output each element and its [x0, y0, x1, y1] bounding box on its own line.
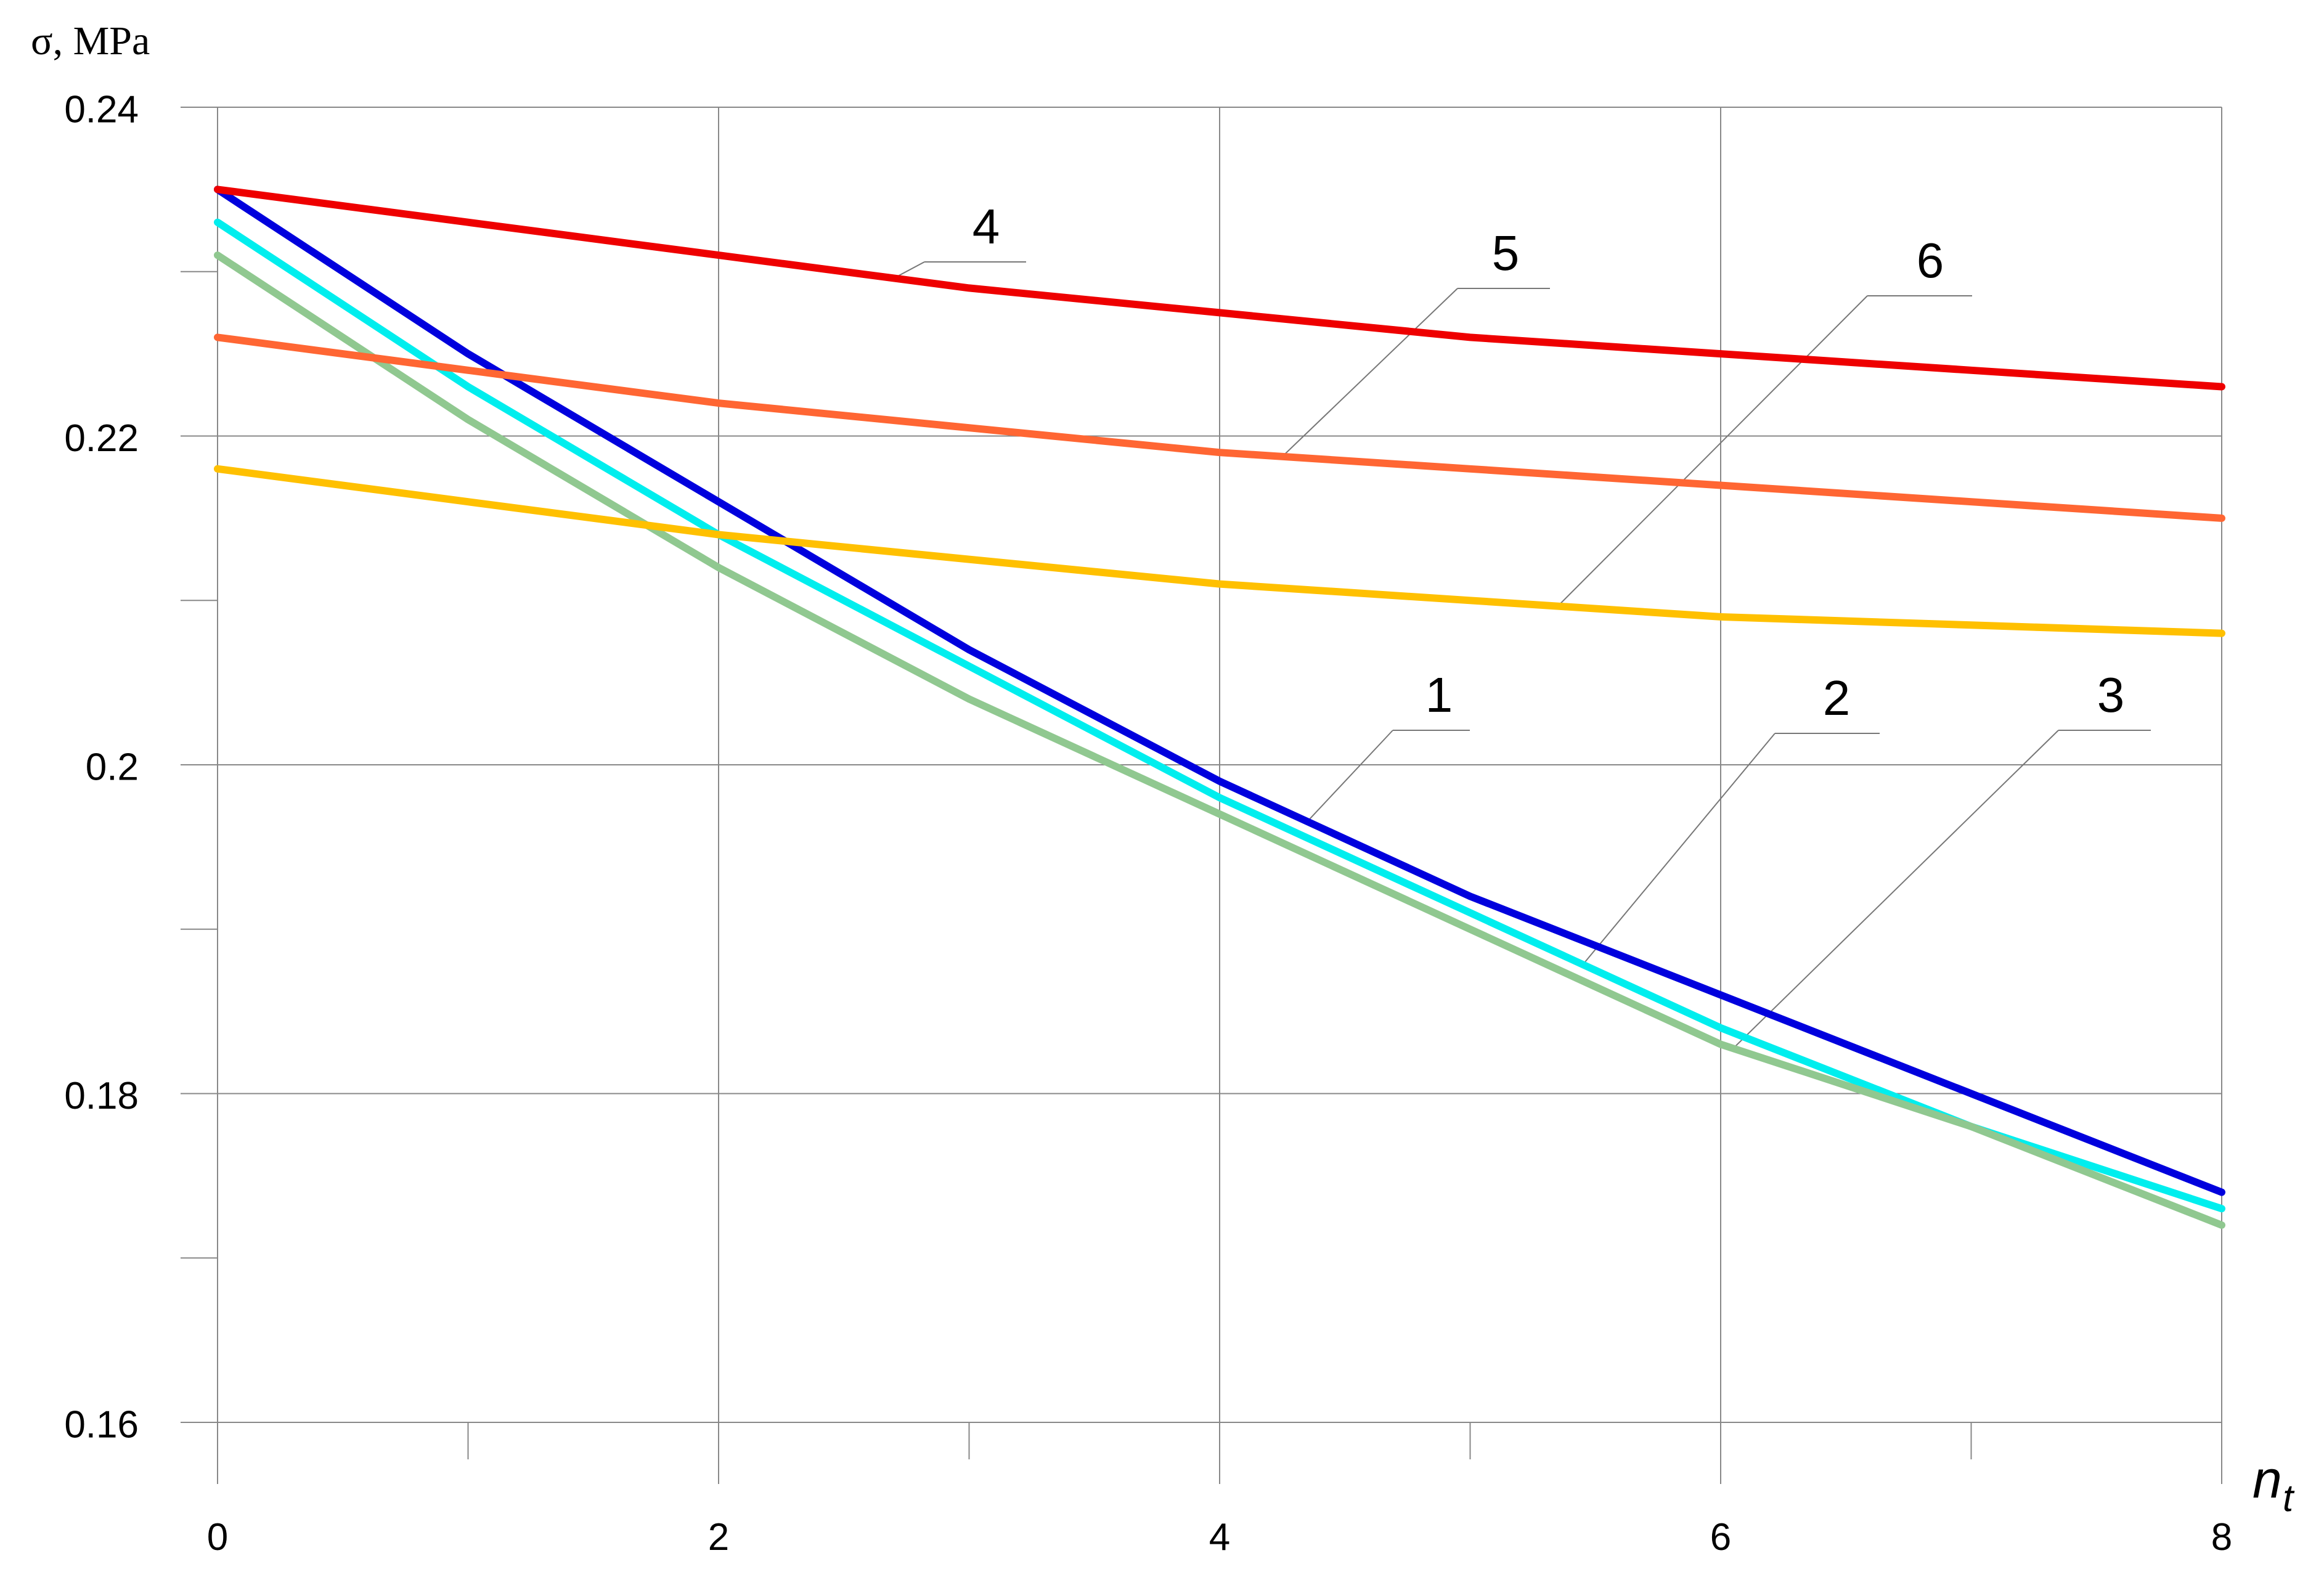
curve-label-4: 4	[972, 199, 1000, 254]
x-tick-label: 6	[1710, 1516, 1731, 1559]
series-lines	[214, 186, 2225, 1229]
leader-line-1	[1307, 730, 1393, 822]
y-tick-label: 0.16	[64, 1403, 139, 1446]
leader-line-2	[1582, 733, 1776, 965]
leader-line-6	[1557, 295, 1868, 607]
y-tick-label: 0.22	[64, 417, 139, 460]
axes: 0.16 0.18 0.2 0.22 0.24 0 2 4 6 8	[64, 88, 2232, 1559]
x-tick-label: 2	[708, 1516, 729, 1559]
label-leaders	[894, 261, 2151, 1049]
curve-label-5: 5	[1492, 226, 1520, 280]
x-axis-title-sub: t	[2283, 1477, 2295, 1520]
y-tick-label: 0.18	[64, 1075, 139, 1117]
curve-label-3: 3	[2097, 667, 2125, 722]
series-line-5	[214, 333, 2225, 522]
x-axis-title: n t	[2253, 1450, 2295, 1520]
curve-label-6: 6	[1917, 233, 1944, 288]
leader-line-5	[1281, 288, 1458, 457]
curve-labels: 1 2 3 4 5 6	[972, 199, 2125, 725]
series-line-4	[214, 186, 2225, 391]
curve-label-1: 1	[1425, 667, 1453, 722]
y-tick-label: 0.24	[64, 88, 139, 131]
y-tick-label: 0.2	[86, 746, 139, 788]
y-axis-title: σ, MPa	[31, 18, 150, 63]
series-line-6	[214, 465, 2225, 637]
x-tick-label: 8	[2211, 1516, 2232, 1559]
leader-line-3	[1732, 730, 2059, 1049]
x-axis-title-main: n	[2253, 1450, 2282, 1509]
series-line-2	[214, 218, 2225, 1213]
x-tick-label: 0	[207, 1516, 228, 1559]
x-tick-label: 4	[1209, 1516, 1230, 1559]
series-line-3	[214, 251, 2225, 1229]
series-line-1	[214, 186, 2225, 1196]
curve-label-2: 2	[1823, 671, 1851, 725]
